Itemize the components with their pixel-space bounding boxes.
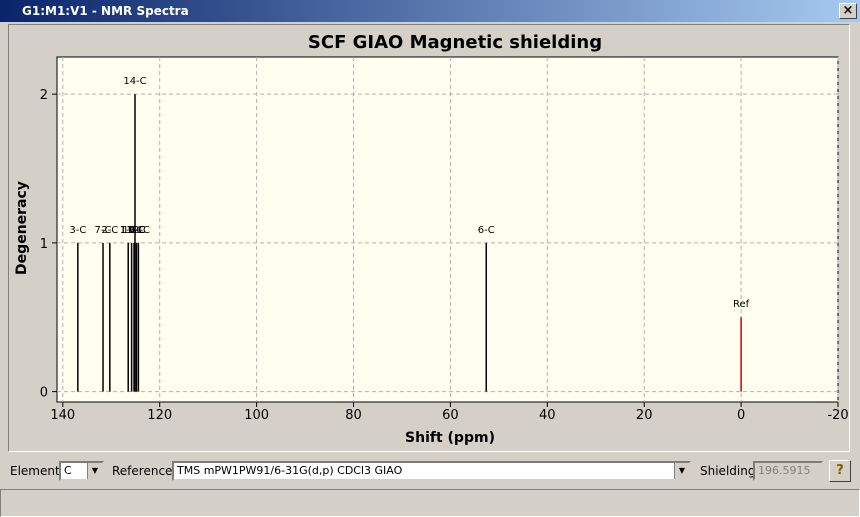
stick-label: 9-C: [128, 225, 145, 236]
y-tick-label: 1: [40, 237, 48, 252]
x-tick-label: 20: [636, 408, 653, 423]
shielding-input: 196.5915: [753, 461, 823, 481]
x-tick-label: 120: [147, 408, 172, 423]
status-bar: [0, 489, 860, 517]
shielding-label: Shielding:: [700, 464, 760, 478]
chart-frame: [8, 24, 850, 452]
chart-title: SCF GIAO Magnetic shielding: [308, 32, 602, 53]
stick-label: 7-C: [95, 225, 112, 236]
stick-label: 3-C: [69, 225, 86, 236]
x-tick-label: 80: [345, 408, 362, 423]
x-tick-label: 40: [539, 408, 556, 423]
reference-value: TMS mPW1PW91/6-31G(d,p) CDCl3 GIAO: [177, 464, 403, 477]
title-bar: G1:M1:V1 - NMR Spectra ×: [0, 0, 860, 22]
stick-label: 2-C: [101, 225, 118, 236]
stick-label: 14-C: [123, 76, 146, 87]
stick-label: 11-C: [120, 225, 143, 236]
y-tick-label: 2: [40, 88, 48, 103]
x-tick-label: 0: [737, 408, 745, 423]
stick-label: Ref: [733, 299, 750, 310]
x-tick-label: 60: [442, 408, 459, 423]
element-combo[interactable]: C ▼: [59, 461, 104, 481]
element-label: Element:: [10, 464, 64, 478]
stick-label: 6-C: [478, 225, 495, 236]
y-tick-label: 0: [40, 386, 48, 401]
combo-arrow[interactable]: ▼: [87, 463, 102, 479]
x-tick-label: 100: [244, 408, 269, 423]
reference-combo[interactable]: TMS mPW1PW91/6-31G(d,p) CDCl3 GIAO ▼: [172, 461, 691, 481]
stick-label: 12-C: [127, 225, 150, 236]
combo-arrow[interactable]: ▼: [674, 463, 689, 479]
x-tick-label: -20: [827, 408, 848, 423]
x-axis-label: Shift (ppm): [405, 430, 495, 446]
stick-label: 1-C: [120, 225, 137, 236]
plot-area: [56, 56, 839, 403]
help-button[interactable]: ?: [829, 460, 851, 482]
stick-label: 10-C: [122, 225, 145, 236]
y-axis-label: Degeneracy: [14, 181, 30, 275]
x-tick-label: 140: [50, 408, 75, 423]
close-button[interactable]: ×: [839, 3, 857, 19]
reference-label: Reference:: [112, 464, 177, 478]
chart: SCF GIAO Magnetic shielding Shift (ppm) …: [14, 32, 849, 446]
window-title: G1:M1:V1 - NMR Spectra: [22, 4, 189, 18]
element-value: C: [64, 464, 72, 477]
